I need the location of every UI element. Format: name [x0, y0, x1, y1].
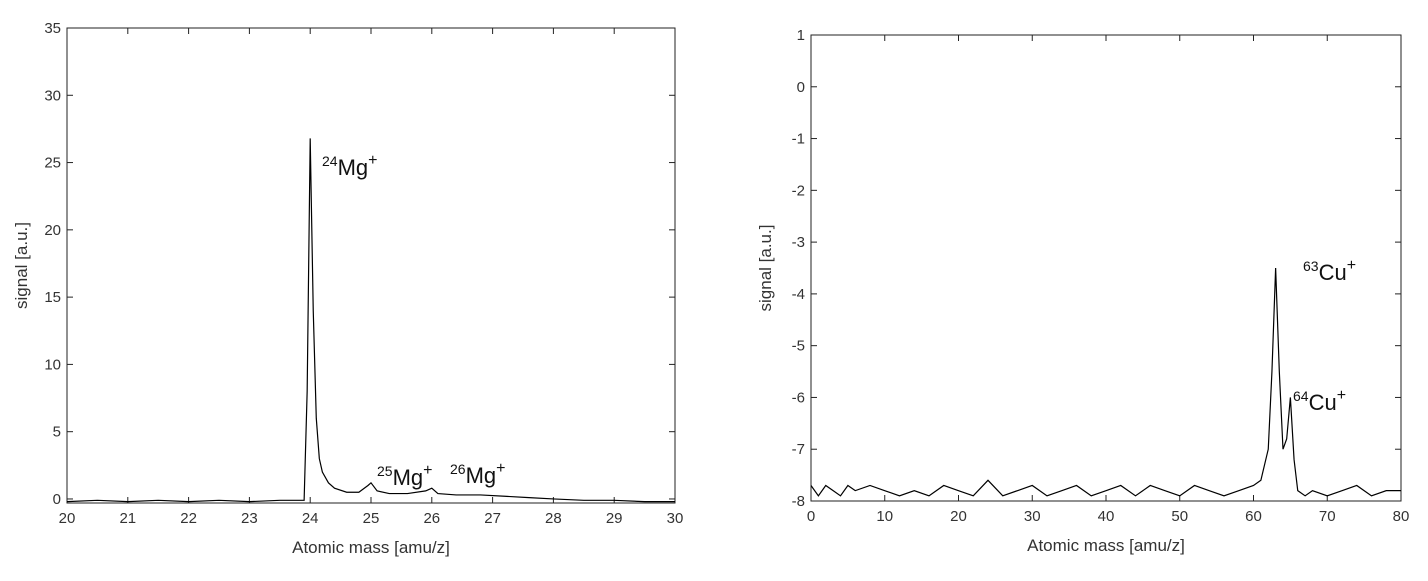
- isotope-mass: 24: [322, 153, 338, 169]
- element-symbol: Mg: [393, 465, 424, 490]
- ion-charge: +: [1347, 257, 1356, 274]
- y-tick-label: 15: [44, 289, 61, 306]
- x-tick-label: 28: [545, 510, 562, 527]
- y-tick-label: -4: [792, 286, 805, 303]
- peak-annotation: 25Mg+: [377, 462, 432, 490]
- y-tick-label: -7: [792, 441, 805, 458]
- x-tick-label: 40: [1098, 508, 1115, 525]
- chart-panel: 0 10 20 30 40 50 60 70 80 -8 -7 -6 -5 -4 -3 -2 -1 0 1 Atomi…: [756, 27, 1409, 555]
- ion-charge: +: [496, 460, 505, 477]
- x-tick-label: 20: [59, 510, 76, 527]
- x-axis-label: Atomic mass [amu/z]: [292, 538, 450, 557]
- y-tick-label: 30: [44, 87, 61, 104]
- peak-annotation: 26Mg+: [450, 460, 505, 488]
- x-tick-label: 60: [1245, 508, 1262, 525]
- x-tick-label: 25: [363, 510, 380, 527]
- chart-panel: 20 21 22 23 24 25 26 27 28 29 30 0 5 10 15 20 25 30 35 Atom…: [12, 20, 683, 557]
- y-axis-label: signal [a.u.]: [756, 225, 775, 312]
- y-tick-label: 1: [797, 27, 805, 44]
- peak-annotation: 63Cu+: [1303, 257, 1356, 285]
- x-tick-label: 70: [1319, 508, 1336, 525]
- x-tick-label: 27: [484, 510, 501, 527]
- element-symbol: Mg: [338, 155, 369, 180]
- data-line: [810, 267, 1401, 497]
- x-tick-label: 22: [180, 510, 197, 527]
- isotope-mass: 64: [1293, 388, 1309, 404]
- y-tick-label: 0: [797, 79, 805, 96]
- y-tick-label: -1: [792, 131, 805, 148]
- y-tick-label: 5: [53, 424, 61, 441]
- x-tick-label: 50: [1171, 508, 1188, 525]
- x-tick-label: 29: [606, 510, 623, 527]
- y-tick-label: 25: [44, 155, 61, 172]
- y-tick-label: 20: [44, 222, 61, 239]
- y-tick-label: 10: [44, 356, 61, 373]
- peak-annotation: 64Cu+: [1293, 387, 1346, 415]
- element-symbol: Cu: [1309, 390, 1337, 415]
- isotope-mass: 26: [450, 461, 466, 477]
- x-tick-label: 0: [807, 508, 815, 525]
- x-tick-label: 80: [1393, 508, 1410, 525]
- x-tick-label: 23: [241, 510, 258, 527]
- isotope-mass: 63: [1303, 258, 1319, 274]
- element-symbol: Mg: [466, 463, 497, 488]
- ion-charge: +: [368, 152, 377, 169]
- x-tick-label: 24: [302, 510, 319, 527]
- peak-annotation: 24Mg+: [322, 152, 377, 180]
- y-tick-label: -2: [792, 182, 805, 199]
- plot-frame: [66, 27, 676, 504]
- y-tick-label: -6: [792, 389, 805, 406]
- element-symbol: Cu: [1319, 260, 1347, 285]
- x-tick-label: 21: [119, 510, 136, 527]
- y-tick-label: -5: [792, 338, 805, 355]
- x-tick-label: 26: [423, 510, 440, 527]
- ion-charge: +: [1337, 387, 1346, 404]
- data-line: [66, 138, 675, 503]
- y-tick-label: 0: [53, 491, 61, 508]
- x-tick-label: 20: [950, 508, 967, 525]
- x-tick-label: 10: [876, 508, 893, 525]
- y-tick-label: -3: [792, 234, 805, 251]
- y-tick-label: -8: [792, 493, 805, 510]
- ion-charge: +: [423, 462, 432, 479]
- x-tick-label: 30: [1024, 508, 1041, 525]
- isotope-mass: 25: [377, 463, 393, 479]
- y-tick-label: 35: [44, 20, 61, 37]
- x-axis-label: Atomic mass [amu/z]: [1027, 536, 1185, 555]
- y-axis-label: signal [a.u.]: [12, 222, 31, 309]
- x-tick-label: 30: [667, 510, 684, 527]
